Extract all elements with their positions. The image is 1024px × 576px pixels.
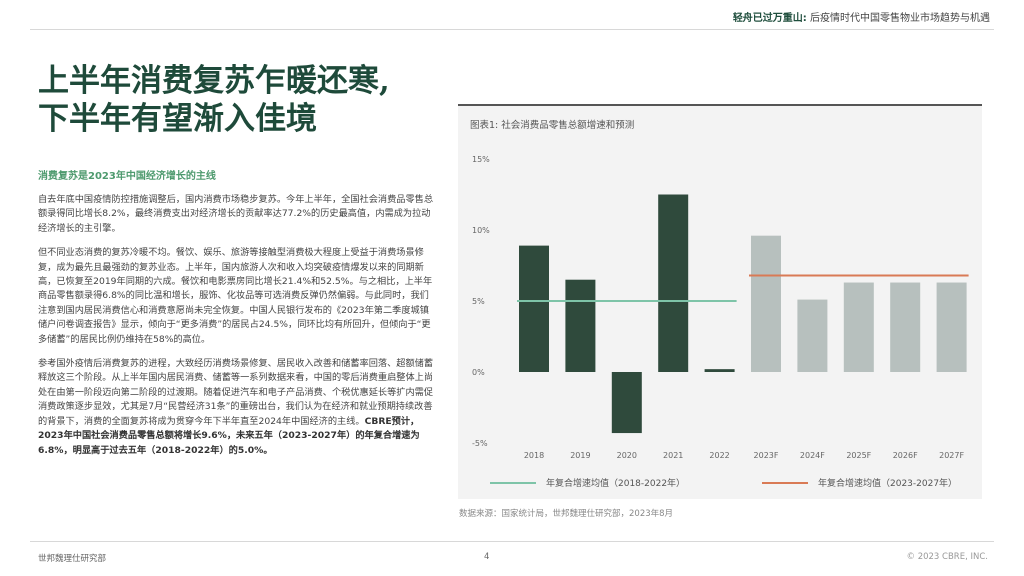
chart-source: 数据来源：国家统计局，世邦魏理仕研究部，2023年8月 [459,509,674,519]
x-tick-label: 2018 [524,451,544,460]
y-tick-label: 0% [472,368,485,377]
bar-2027F [936,282,967,372]
x-tick-label: 2021 [663,451,683,460]
x-tick-label: 2025F [846,451,871,460]
legend-item-hist: 年复合增速均值（2018-2022年） [490,476,685,489]
body-text: 自去年底中国疫情防控措施调整后，国内消费市场稳步复苏。今年上半年，全国社会消费品… [38,193,438,468]
chart-top-rule [458,104,982,106]
bar-2018 [519,245,549,372]
y-tick-label: -5% [472,439,488,448]
bar-2025F [843,282,874,372]
page-number: 4 [484,552,490,562]
copyright: © 2023 CBRE, INC. [906,552,989,562]
retail-sales-chart: -5% 0% 5% 10% 15% 2018 2019 2020 2021 2022 2023F 2… [472,155,969,460]
bar-2023F [751,235,781,372]
y-tick-label: 5% [472,297,485,306]
bar-2022 [704,369,735,372]
header-divider [30,29,994,30]
legend-item-forecast: 年复合增速均值（2023-2027年） [762,476,957,489]
headline-line-2: 下半年有望渐入佳境 [38,101,317,137]
bar-2021 [658,194,689,372]
legend-swatch-forecast [762,481,808,484]
paragraph-1: 自去年底中国疫情防控措施调整后，国内消费市场稳步复苏。今年上半年，全国社会消费品… [38,194,434,234]
report-title: 轻舟已过万重山: 后疫情时代中国零售物业市场趋势与机遇 [732,13,990,24]
x-tick-label: 2020 [617,451,637,460]
footer-divider [30,541,994,542]
bar-2020 [611,372,642,434]
y-tick-label: 15% [472,155,490,164]
page-headline: 上半年消费复苏乍暖还寒, 下半年有望渐入佳境 [38,62,438,138]
legend-swatch-hist [490,481,536,484]
section-subheading: 消费复苏是2023年中国经济增长的主线 [38,171,216,182]
x-tick-label: 2027F [939,451,964,460]
chart-title: 图表1: 社会消费品零售总额增速和预测 [470,120,635,131]
bar-2024F [797,299,828,372]
bar-2026F [890,282,921,372]
y-tick-label: 10% [472,226,490,235]
x-tick-label: 2022 [709,451,729,460]
legend-label-hist: 年复合增速均值（2018-2022年） [546,479,686,489]
bar-2019 [565,279,596,372]
x-tick-label: 2023F [754,451,779,460]
paragraph-3: 参考国外疫情后消费复苏的进程，大致经历消费场景修复、居民收入改善和储蓄率回落、超… [38,358,434,456]
forecast-highlight: CBRE预计，2023年中国社会消费品零售总额将增长9.6%，未来五年（2023… [38,415,420,456]
x-tick-label: 2026F [893,451,918,460]
legend-label-forecast: 年复合增速均值（2023-2027年） [818,479,958,489]
footer-department: 世邦魏理仕研究部 [38,554,107,564]
x-tick-label: 2024F [800,451,825,460]
paragraph-2: 但不同业态消费的复苏冷暖不均。餐饮、娱乐、旅游等接触型消费极大程度上受益于消费场… [38,247,433,345]
headline-line-1: 上半年消费复苏乍暖还寒, [38,63,390,99]
x-tick-label: 2019 [570,451,590,460]
